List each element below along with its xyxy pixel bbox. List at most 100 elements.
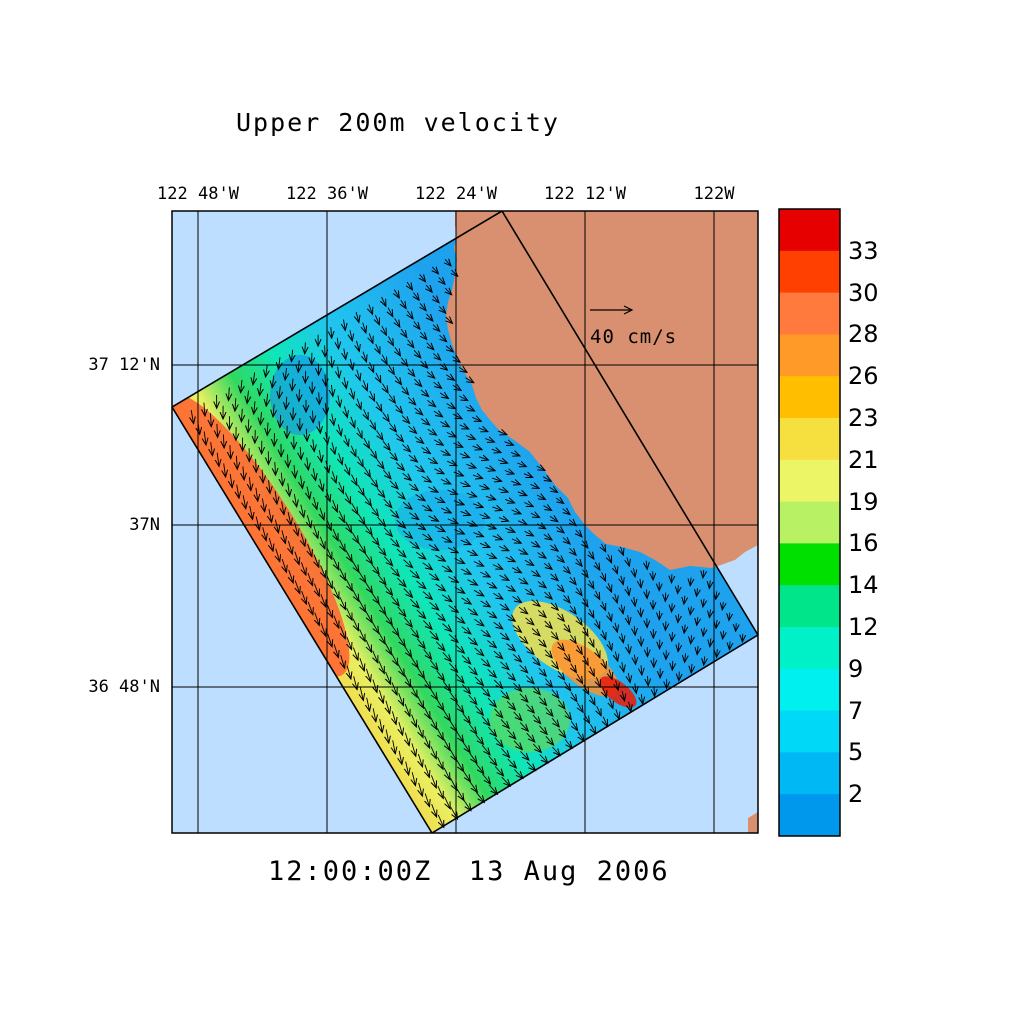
velocity-arrow — [366, 639, 371, 652]
velocity-arrow — [577, 645, 582, 654]
velocity-arrow — [391, 624, 399, 636]
velocity-arrow — [590, 695, 595, 706]
velocity-arrow — [390, 595, 399, 606]
velocity-arrow — [301, 533, 305, 547]
colorbar-frame — [778, 208, 841, 837]
velocity-arrow — [370, 535, 379, 545]
velocity-arrow — [236, 455, 237, 470]
velocity-arrow — [518, 550, 527, 555]
velocity-arrow — [478, 457, 489, 460]
velocity-arrow — [235, 398, 236, 411]
velocity-arrow — [672, 603, 673, 612]
velocity-arrow — [525, 617, 534, 625]
velocity-arrow — [308, 601, 313, 615]
velocity-arrow — [570, 576, 576, 585]
velocity-arrow — [443, 738, 450, 751]
velocity-arrow — [486, 583, 497, 588]
velocity-arrow — [414, 292, 420, 301]
velocity-arrow — [332, 471, 336, 483]
velocity-arrow — [729, 612, 730, 621]
velocity-arrow — [481, 716, 490, 725]
velocity-arrow — [545, 707, 553, 717]
velocity-arrow — [357, 369, 360, 381]
velocity-arrow — [363, 380, 367, 390]
velocity-arrow — [223, 434, 224, 449]
colorbar — [779, 209, 840, 837]
velocity-arrow — [307, 457, 309, 470]
velocity-arrow — [378, 632, 385, 643]
velocity-arrow — [319, 392, 320, 404]
velocity-arrow — [377, 516, 386, 526]
velocity-arrow — [704, 656, 705, 666]
velocity-arrow — [438, 785, 443, 798]
velocity-arrow — [641, 636, 642, 646]
velocity-arrow — [344, 348, 346, 360]
velocity-arrow — [459, 454, 470, 458]
velocity-arrow — [217, 452, 219, 467]
colorbar-swatch — [779, 627, 840, 670]
colorbar-swatch — [779, 501, 840, 544]
velocity-arrow — [337, 337, 338, 349]
velocity-arrow — [308, 572, 313, 586]
velocity-arrow — [466, 522, 477, 526]
velocity-arrow — [365, 582, 373, 593]
velocity-arrow — [551, 660, 559, 669]
velocity-arrow — [406, 761, 409, 775]
velocity-arrow — [492, 507, 502, 511]
velocity-arrow — [276, 548, 280, 562]
velocity-arrow — [353, 647, 358, 661]
velocity-arrow — [481, 687, 490, 697]
velocity-arrow — [609, 640, 612, 651]
velocity-arrow — [627, 586, 629, 595]
velocity-arrow — [460, 569, 471, 574]
velocity-arrow — [589, 551, 594, 559]
velocity-arrow — [583, 655, 588, 665]
velocity-arrow — [447, 519, 458, 524]
velocity-arrow — [461, 597, 471, 604]
velocity-arrow — [383, 412, 389, 421]
velocity-arrow — [703, 627, 704, 636]
velocity-arrow — [562, 566, 570, 573]
colorbar-swatch — [779, 250, 840, 294]
velocity-arrow — [690, 606, 691, 614]
velocity-arrow — [204, 402, 205, 416]
velocity-arrow — [415, 465, 424, 472]
velocity-arrow — [524, 589, 534, 595]
velocity-arrow — [722, 601, 723, 610]
velocity-arrow — [211, 442, 213, 456]
velocity-arrow — [278, 357, 280, 369]
velocity-arrow — [302, 591, 307, 604]
velocity-arrow — [331, 384, 333, 397]
velocity-arrow — [513, 740, 522, 750]
velocity-arrow — [396, 491, 405, 499]
velocity-arrow — [210, 413, 211, 427]
velocity-arrow — [550, 631, 558, 640]
velocity-arrow — [474, 705, 483, 715]
velocity-arrow — [230, 473, 232, 488]
velocity-arrow — [356, 311, 359, 322]
velocity-arrow — [243, 495, 246, 509]
velocity-arrow — [441, 537, 452, 542]
velocity-arrow — [469, 781, 478, 793]
velocity-arrow — [583, 626, 588, 636]
velocity-arrow — [441, 508, 451, 513]
velocity-arrow — [402, 530, 412, 538]
velocity-arrow — [358, 600, 365, 612]
velocity-arrow — [288, 540, 292, 554]
velocity-arrow — [506, 614, 515, 622]
velocity-arrow — [487, 697, 496, 707]
velocity-arrow — [419, 782, 423, 796]
velocity-arrow — [524, 503, 533, 507]
velocity-arrow — [364, 524, 372, 535]
velocity-arrow — [480, 658, 490, 667]
velocity-arrow — [442, 681, 451, 691]
velocity-arrow — [494, 737, 503, 747]
lon-tick-122-24w: 122 24'W — [415, 184, 497, 204]
velocity-arrow — [555, 498, 564, 503]
velocity-arrow — [465, 378, 474, 383]
velocity-arrow — [313, 439, 315, 451]
velocity-arrow — [454, 615, 465, 623]
velocity-arrow — [550, 574, 559, 581]
velocity-arrow — [576, 530, 582, 537]
velocity-arrow — [446, 317, 453, 323]
